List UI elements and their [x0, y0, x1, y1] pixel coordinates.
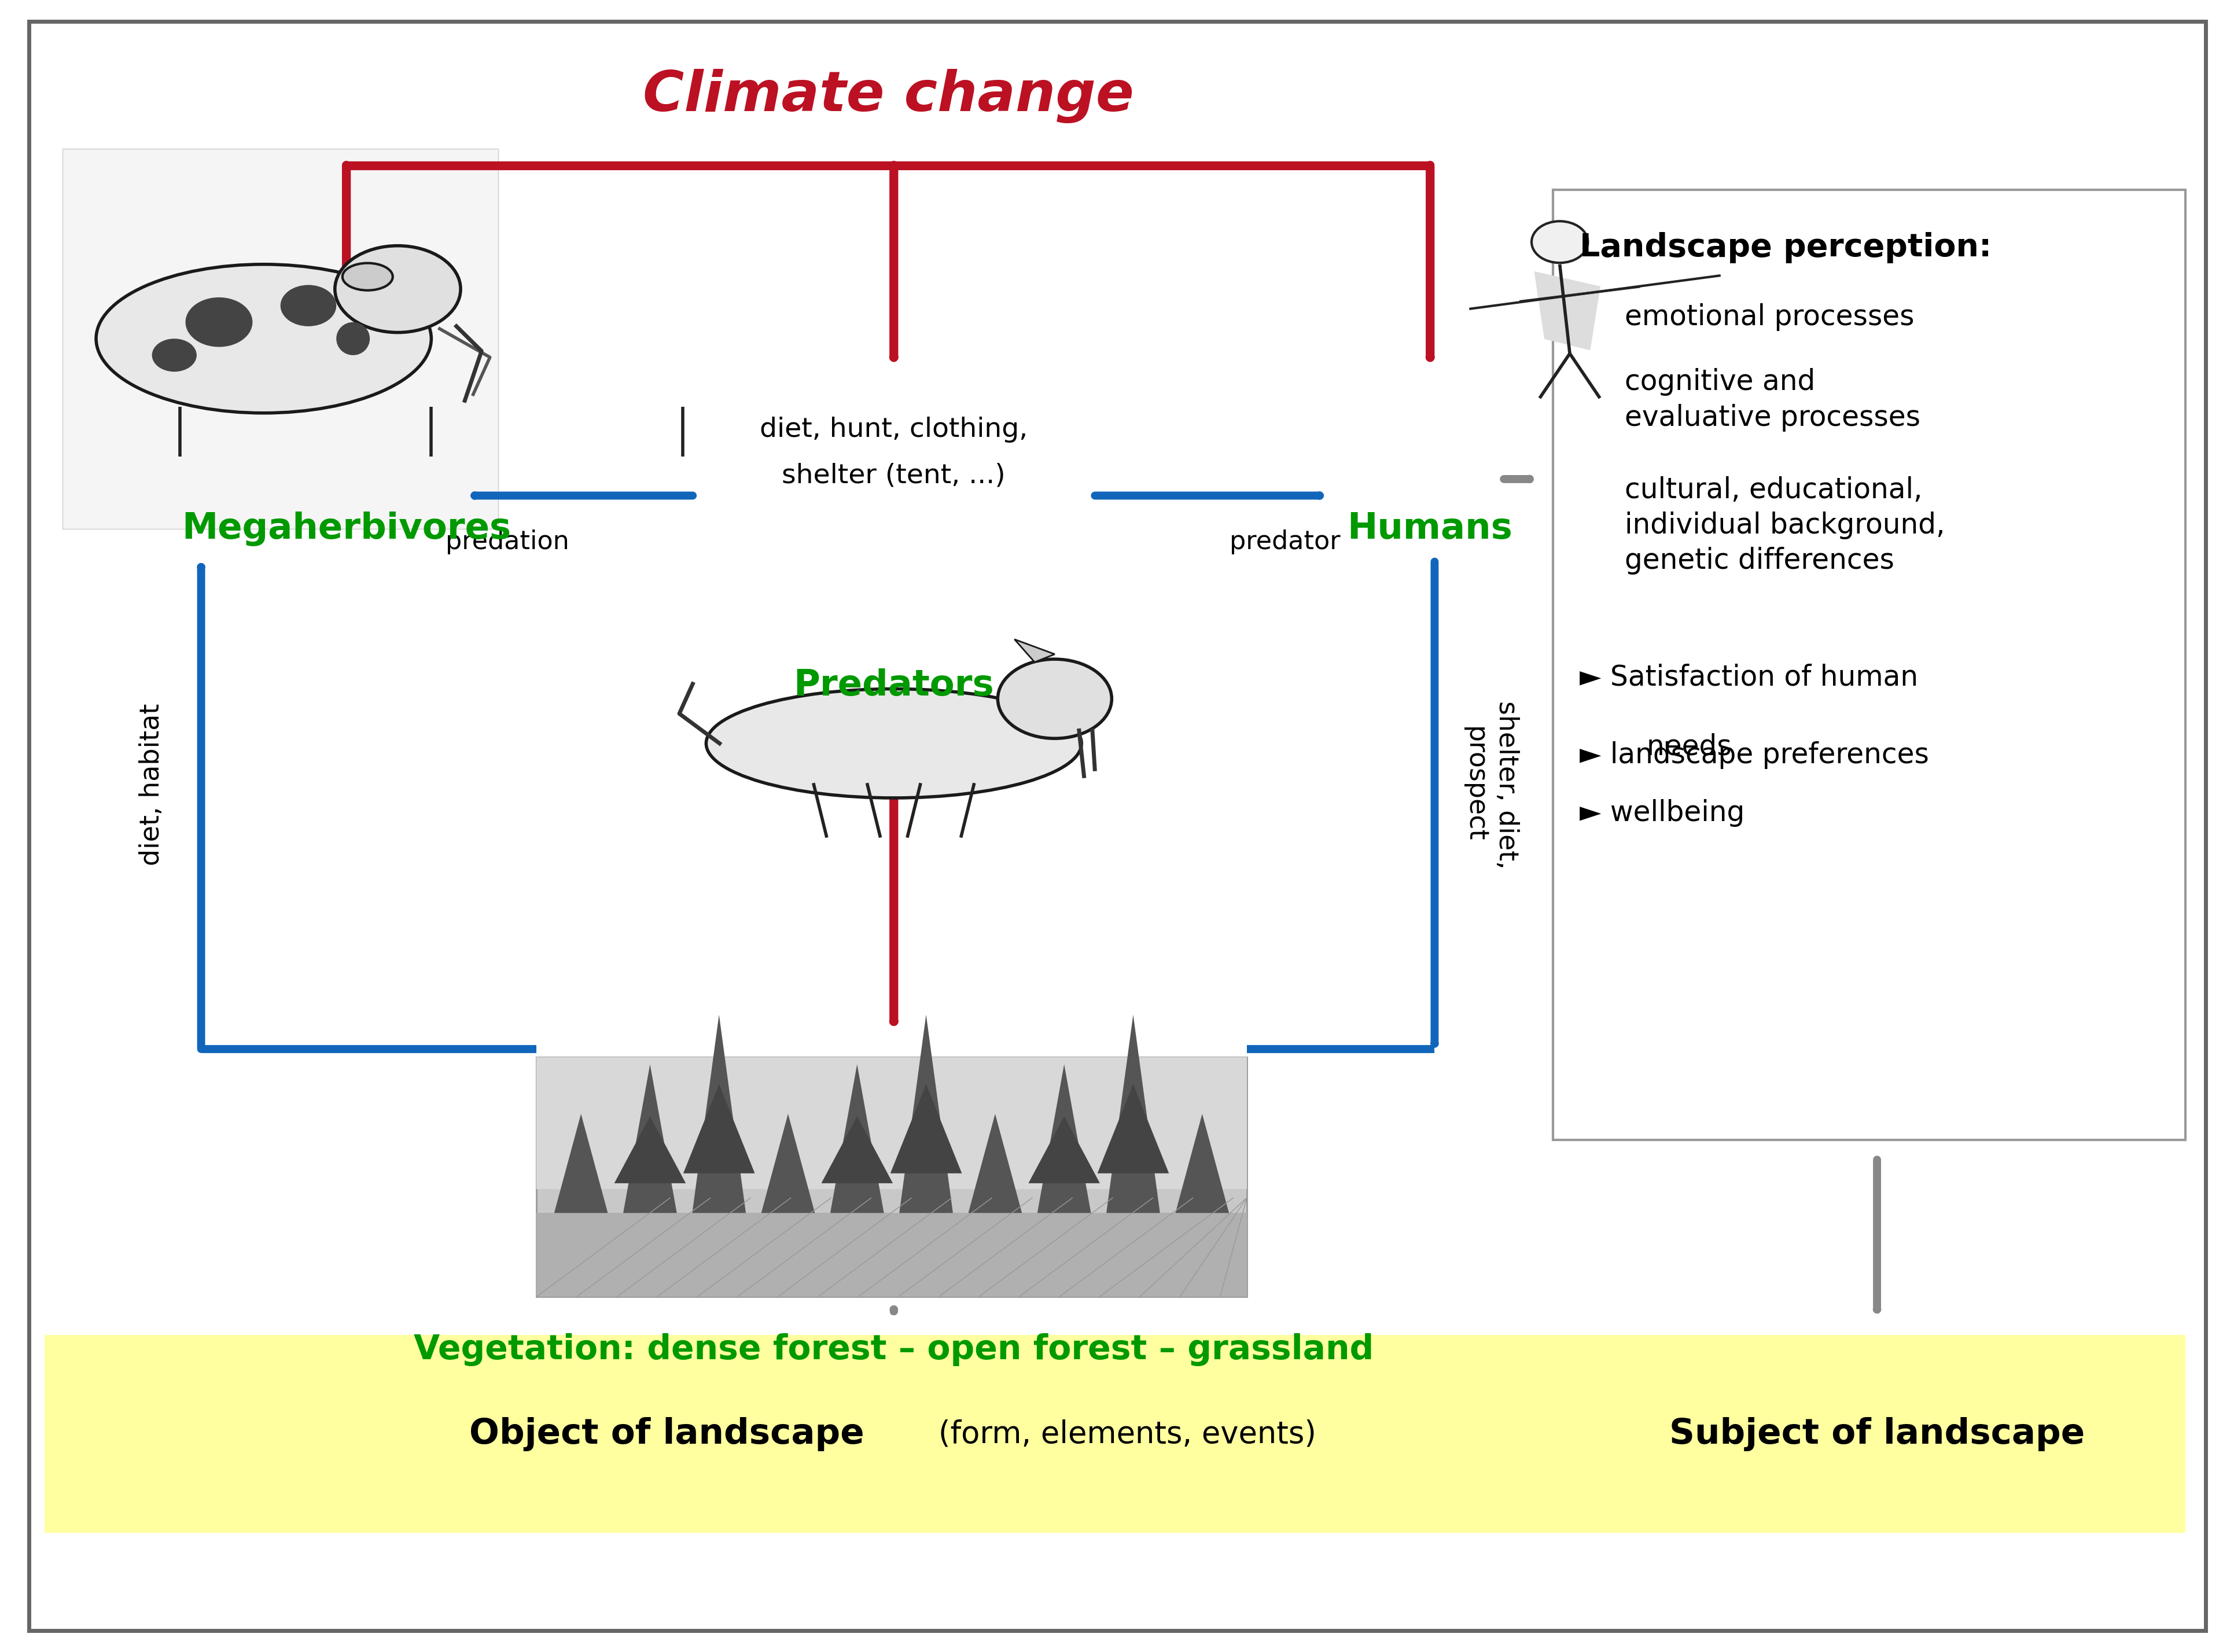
Polygon shape	[822, 1117, 894, 1183]
Ellipse shape	[335, 322, 371, 355]
Polygon shape	[693, 1014, 746, 1213]
Polygon shape	[1097, 1084, 1168, 1173]
Polygon shape	[684, 1084, 755, 1173]
Ellipse shape	[152, 339, 197, 372]
Circle shape	[1530, 221, 1588, 263]
Polygon shape	[889, 1084, 961, 1173]
FancyBboxPatch shape	[536, 1057, 1247, 1297]
Ellipse shape	[996, 659, 1113, 738]
Polygon shape	[1037, 1064, 1090, 1213]
Text: predation: predation	[445, 529, 570, 555]
Text: shelter, diet,
prospect: shelter, diet, prospect	[1461, 700, 1519, 869]
FancyBboxPatch shape	[1553, 190, 2185, 1140]
Polygon shape	[623, 1064, 677, 1213]
Ellipse shape	[335, 246, 460, 332]
Polygon shape	[1014, 639, 1054, 662]
Ellipse shape	[96, 264, 431, 413]
Text: cognitive and
evaluative processes: cognitive and evaluative processes	[1624, 368, 1919, 431]
FancyBboxPatch shape	[45, 1335, 2185, 1533]
Polygon shape	[762, 1113, 815, 1213]
Text: Predators: Predators	[793, 667, 994, 704]
Text: ► wellbeing: ► wellbeing	[1579, 800, 1745, 826]
Text: Subject of landscape: Subject of landscape	[1669, 1417, 2084, 1450]
Text: ► landscape preferences: ► landscape preferences	[1579, 742, 1928, 768]
Text: (form, elements, events): (form, elements, events)	[938, 1419, 1316, 1449]
Text: diet, habitat: diet, habitat	[139, 704, 165, 866]
Text: shelter (tent, ...): shelter (tent, ...)	[782, 463, 1005, 489]
Text: diet, hunt, clothing,: diet, hunt, clothing,	[760, 416, 1028, 443]
Polygon shape	[554, 1113, 608, 1213]
Ellipse shape	[281, 284, 335, 327]
Polygon shape	[898, 1014, 952, 1213]
Ellipse shape	[185, 297, 252, 347]
Text: Object of landscape: Object of landscape	[469, 1417, 865, 1450]
Ellipse shape	[706, 689, 1081, 798]
Text: Humans: Humans	[1347, 510, 1512, 547]
Polygon shape	[1106, 1014, 1159, 1213]
Text: Vegetation: dense forest – open forest – grassland: Vegetation: dense forest – open forest –…	[413, 1333, 1374, 1366]
FancyBboxPatch shape	[536, 1213, 1247, 1297]
Polygon shape	[1535, 273, 1600, 350]
Text: needs: needs	[1629, 733, 1731, 760]
Polygon shape	[1028, 1117, 1099, 1183]
Text: predator: predator	[1229, 529, 1340, 555]
FancyBboxPatch shape	[29, 21, 2205, 1631]
Text: ► Satisfaction of human: ► Satisfaction of human	[1579, 664, 1919, 691]
Polygon shape	[1175, 1113, 1229, 1213]
Text: emotional processes: emotional processes	[1624, 304, 1915, 330]
Text: Climate change: Climate change	[643, 69, 1133, 122]
FancyBboxPatch shape	[536, 1057, 1247, 1189]
Text: Landscape perception:: Landscape perception:	[1579, 233, 1990, 263]
Text: Megaherbivores: Megaherbivores	[181, 510, 512, 547]
FancyBboxPatch shape	[63, 149, 498, 529]
Text: cultural, educational,
individual background,
genetic differences: cultural, educational, individual backgr…	[1624, 476, 1944, 575]
Polygon shape	[831, 1064, 885, 1213]
Ellipse shape	[342, 263, 393, 291]
Polygon shape	[614, 1117, 686, 1183]
Polygon shape	[967, 1113, 1021, 1213]
